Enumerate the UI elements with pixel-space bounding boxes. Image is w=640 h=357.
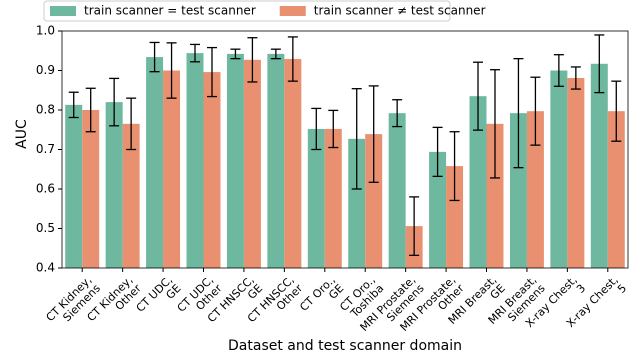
bar [65,104,83,269]
bar [486,123,504,268]
bar [567,78,585,268]
bar [324,128,342,268]
error-bar [166,42,177,99]
y-tick-label: 0.6 [36,182,55,196]
legend-swatch [279,6,306,16]
error-bar [126,97,137,151]
bar [243,59,261,269]
bar [163,70,181,268]
y-tick-label: 1.0 [36,24,55,38]
error-bar [247,37,258,83]
bar [607,111,625,268]
error-bar [85,87,96,133]
error-bar [611,80,622,142]
bar [388,113,406,268]
error-bar [190,43,201,63]
bar [469,96,487,268]
error-bar [206,46,217,98]
error-bar [530,76,541,146]
error-bar [570,66,581,90]
bar [226,53,244,268]
bar [82,110,100,268]
bar [348,138,366,268]
bar [550,70,568,268]
bar [146,57,164,268]
legend-label: train scanner = test scanner [84,4,256,18]
bar [429,151,447,268]
plot-frame [61,30,629,269]
y-tick-label: 0.4 [36,261,55,275]
error-bar [328,109,339,149]
bar [590,63,608,268]
bar [284,59,302,268]
legend-swatch [50,6,76,16]
error-bar [449,131,460,202]
error-bar [311,107,322,151]
bar [105,102,123,268]
error-bar [432,126,443,178]
error-bar [473,61,484,131]
bar [186,53,204,269]
error-bar [230,48,241,60]
error-bar [149,41,160,73]
error-bar [513,58,524,169]
bar [122,123,140,268]
bar [203,72,221,268]
error-bar [409,196,420,257]
y-axis-label: AUC [14,119,30,149]
error-bar [368,85,379,183]
bar [509,113,527,268]
bar [446,166,464,268]
y-tick-label: 0.8 [36,103,55,117]
legend-label: train scanner ≠ test scanner [314,4,486,18]
legend-box [43,0,451,22]
error-bar [287,36,298,82]
bar [307,128,325,268]
y-tick-label: 0.7 [36,142,55,156]
error-bar [553,54,564,87]
error-bar [270,48,281,60]
bar [365,134,383,268]
error-bar [109,77,120,127]
error-bar [351,88,362,190]
y-tick-label: 0.9 [36,63,55,77]
bar [267,53,285,268]
error-bar [68,91,79,119]
error-bar [594,34,605,94]
y-tick-label: 0.5 [36,221,55,235]
error-bar [489,69,500,179]
x-axis-label: Dataset and test scanner domain [228,338,462,354]
bar [526,111,544,268]
error-bar [392,99,403,128]
